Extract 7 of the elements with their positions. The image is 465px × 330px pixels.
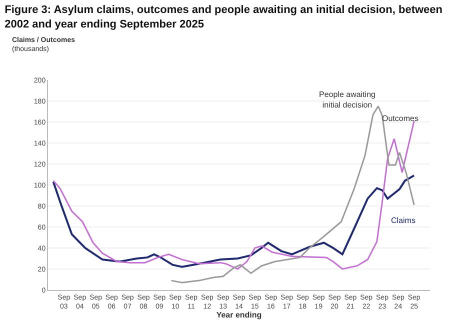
line-series: [52, 174, 416, 268]
line-series: [52, 120, 415, 270]
series-label: Outcomes: [382, 114, 418, 123]
x-axis-title: Year ending: [216, 310, 262, 320]
chart-title: Figure 3: Asylum claims, outcomes and people awaiting an initial decision, between 2002 and year ending September 2025: [4, 4, 443, 30]
series-label: People awaiting initial decision: [319, 90, 376, 110]
text: Claims: [391, 216, 416, 225]
